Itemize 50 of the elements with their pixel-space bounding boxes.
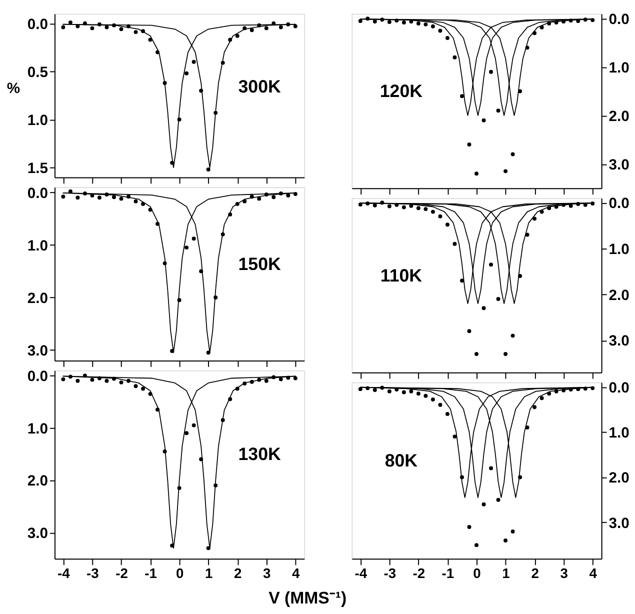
x-tick-label: 1 (502, 564, 510, 581)
y-tick-label: 1.0 (608, 425, 630, 442)
y-tick-label: 0.0 (608, 380, 630, 396)
x-tick-label: -2 (412, 564, 426, 581)
y-tick-label: 0.0 (27, 369, 48, 386)
x-tick-label: 4 (589, 564, 598, 581)
annotation: 300K (238, 76, 281, 96)
y-tick-label: 2.0 (608, 108, 630, 125)
y-tick-label: 0.0 (608, 196, 630, 212)
y-tick-label: 1.5 (27, 161, 48, 178)
y-tick-label: 2.0 (608, 288, 630, 304)
annotation: 110K (380, 265, 422, 286)
y-tick-label: 1.0 (27, 421, 48, 438)
x-tick-label: 2 (234, 564, 242, 581)
annotation: 120K (380, 81, 423, 102)
x-axis-title: V (MMS⁻¹) (268, 588, 347, 608)
annotation: 80K (384, 450, 418, 471)
y-tick-label: 0.0 (608, 12, 630, 28)
y-tick-label: 3.0 (27, 526, 48, 542)
x-tick-label: -3 (86, 564, 100, 581)
y-tick-label: 1.0 (27, 238, 48, 254)
x-tick-label: -1 (442, 564, 454, 581)
x-tick-label: 0 (473, 564, 482, 581)
y-tick-label: 0.0 (27, 186, 48, 202)
y-tick-label: 1.0 (608, 242, 630, 258)
annotation: 150K (238, 254, 281, 274)
x-tick-label: 4 (292, 564, 300, 581)
y-tick-label: 0.0 (27, 16, 48, 33)
x-tick-label: 3 (560, 564, 568, 581)
x-tick-label: -2 (116, 564, 128, 581)
y-axis-title: % (6, 81, 20, 98)
y-tick-label: 1.0 (27, 112, 48, 129)
y-tick-label: 3.0 (608, 334, 630, 350)
x-tick-label: 2 (531, 564, 540, 581)
x-tick-label: -1 (144, 564, 158, 581)
y-tick-label: 3.0 (608, 157, 630, 174)
x-tick-label: 0 (176, 564, 184, 581)
x-tick-label: -4 (354, 564, 368, 581)
y-tick-label: 2.0 (27, 290, 48, 307)
y-tick-label: 1.0 (608, 60, 630, 76)
x-tick-label: 3 (263, 564, 272, 581)
y-tick-label: 3.0 (27, 343, 48, 360)
y-tick-label: 2.0 (608, 470, 630, 487)
y-tick-label: 2.0 (27, 474, 48, 490)
annotation: 130K (238, 444, 281, 464)
y-tick-label: 3.0 (608, 516, 630, 532)
x-tick-label: -4 (58, 564, 70, 581)
y-tick-label: 0.5 (27, 64, 48, 81)
x-tick-label: 1 (204, 564, 213, 581)
x-tick-label: -3 (384, 564, 396, 581)
